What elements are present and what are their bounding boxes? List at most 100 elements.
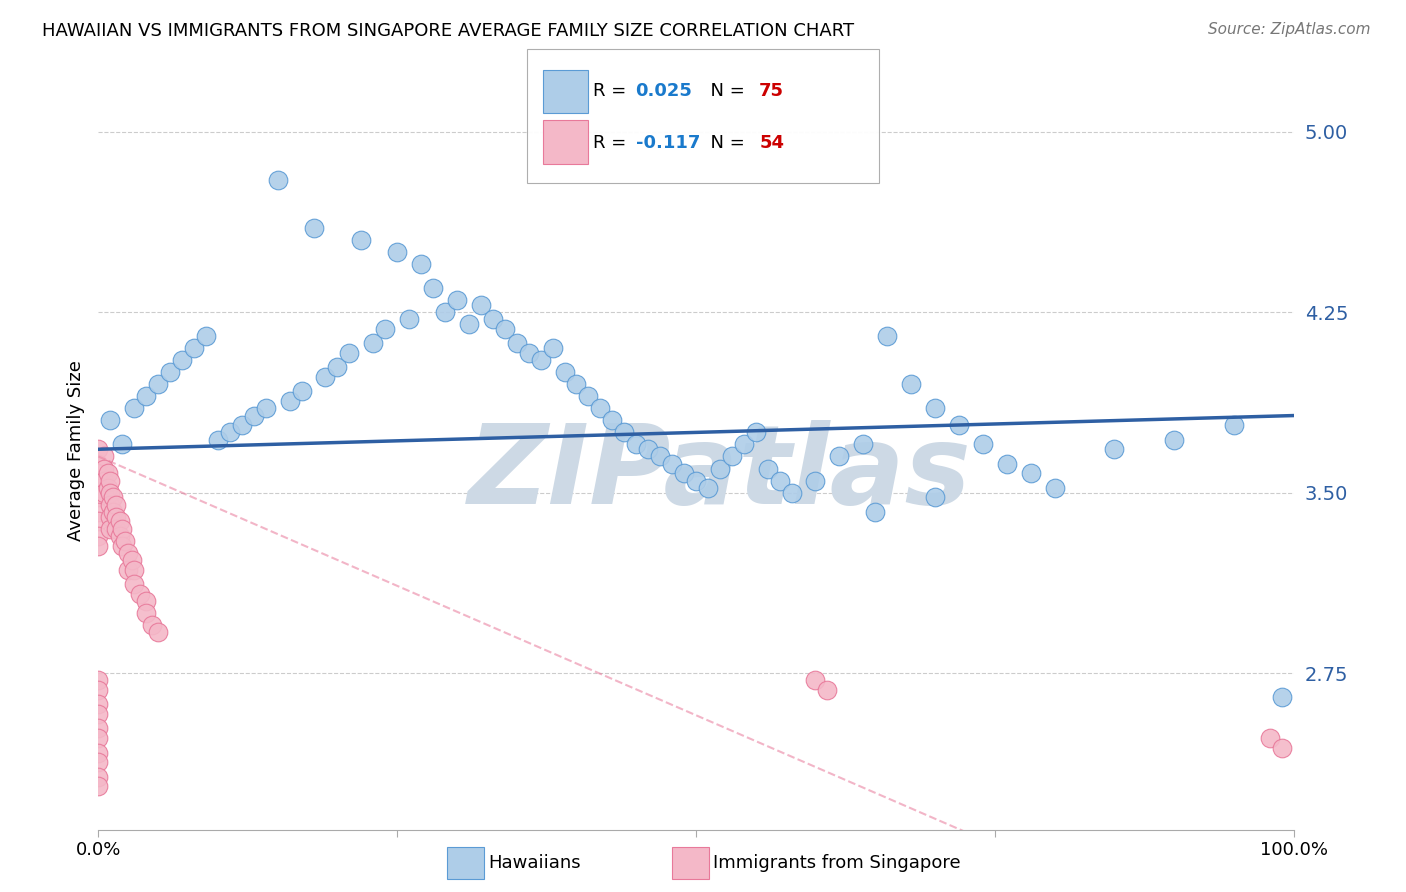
- Point: [756, 461, 779, 475]
- Point: [87, 457, 110, 471]
- Point: [470, 298, 492, 312]
- Text: R =: R =: [593, 82, 633, 100]
- Point: [111, 539, 134, 553]
- Point: [135, 606, 157, 620]
- Point: [87, 529, 110, 543]
- Point: [648, 450, 672, 464]
- Point: [93, 461, 115, 475]
- Point: [398, 312, 420, 326]
- Text: R =: R =: [593, 134, 633, 152]
- Text: Hawaiians: Hawaiians: [488, 855, 581, 872]
- Point: [613, 425, 636, 440]
- Point: [87, 746, 110, 760]
- Point: [363, 336, 385, 351]
- Point: [924, 491, 946, 505]
- Point: [105, 509, 128, 524]
- Point: [709, 461, 731, 475]
- Point: [105, 498, 128, 512]
- Point: [1271, 690, 1294, 705]
- Point: [315, 370, 337, 384]
- Point: [148, 625, 170, 640]
- Point: [1104, 442, 1126, 457]
- Text: -0.117: -0.117: [636, 134, 700, 152]
- Point: [291, 384, 314, 399]
- Point: [105, 522, 128, 536]
- Point: [865, 505, 887, 519]
- Point: [111, 522, 134, 536]
- Point: [685, 474, 707, 488]
- Point: [673, 467, 696, 481]
- Point: [87, 755, 110, 769]
- Point: [121, 553, 143, 567]
- Point: [745, 425, 768, 440]
- Point: [135, 389, 157, 403]
- Point: [124, 577, 146, 591]
- Point: [1271, 740, 1294, 755]
- Point: [554, 365, 576, 379]
- Point: [111, 437, 134, 451]
- Point: [948, 418, 970, 433]
- Point: [530, 353, 553, 368]
- Point: [721, 450, 744, 464]
- Point: [93, 474, 115, 488]
- Point: [458, 317, 481, 331]
- Point: [101, 505, 124, 519]
- Point: [87, 673, 110, 688]
- Point: [108, 529, 131, 543]
- Point: [98, 498, 122, 512]
- Point: [434, 305, 457, 319]
- Text: 75: 75: [759, 82, 785, 100]
- Point: [97, 481, 120, 495]
- Point: [1019, 467, 1042, 481]
- Point: [815, 682, 838, 697]
- Point: [1223, 418, 1246, 433]
- Point: [98, 474, 122, 488]
- Point: [385, 244, 409, 259]
- Point: [350, 233, 373, 247]
- Point: [195, 329, 218, 343]
- Point: [506, 336, 529, 351]
- Point: [98, 522, 122, 536]
- Point: [1258, 731, 1281, 745]
- Text: Source: ZipAtlas.com: Source: ZipAtlas.com: [1208, 22, 1371, 37]
- Point: [101, 491, 124, 505]
- Point: [254, 401, 277, 416]
- Point: [87, 539, 110, 553]
- Point: [87, 467, 110, 481]
- Point: [804, 673, 827, 688]
- Point: [183, 341, 205, 355]
- Point: [302, 220, 325, 235]
- Point: [135, 594, 157, 608]
- Point: [602, 413, 624, 427]
- Point: [124, 401, 146, 416]
- Point: [995, 457, 1018, 471]
- Point: [87, 698, 110, 712]
- Point: [87, 442, 110, 457]
- Point: [97, 467, 120, 481]
- Point: [172, 353, 194, 368]
- Text: N =: N =: [699, 82, 751, 100]
- Point: [117, 563, 139, 577]
- Point: [141, 618, 163, 632]
- Point: [411, 257, 433, 271]
- Point: [219, 425, 242, 440]
- Y-axis label: Average Family Size: Average Family Size: [66, 360, 84, 541]
- Point: [374, 322, 396, 336]
- Point: [207, 433, 229, 447]
- Point: [541, 341, 564, 355]
- Point: [278, 394, 301, 409]
- Point: [661, 457, 683, 471]
- Text: HAWAIIAN VS IMMIGRANTS FROM SINGAPORE AVERAGE FAMILY SIZE CORRELATION CHART: HAWAIIAN VS IMMIGRANTS FROM SINGAPORE AV…: [42, 22, 855, 40]
- Point: [517, 346, 540, 360]
- Point: [87, 731, 110, 745]
- Point: [578, 389, 600, 403]
- Text: ZIPatlas: ZIPatlas: [468, 420, 972, 526]
- Point: [243, 409, 266, 423]
- Point: [339, 346, 361, 360]
- Point: [924, 401, 946, 416]
- Point: [494, 322, 516, 336]
- Point: [98, 413, 122, 427]
- Text: 54: 54: [759, 134, 785, 152]
- Point: [87, 491, 110, 505]
- Point: [589, 401, 612, 416]
